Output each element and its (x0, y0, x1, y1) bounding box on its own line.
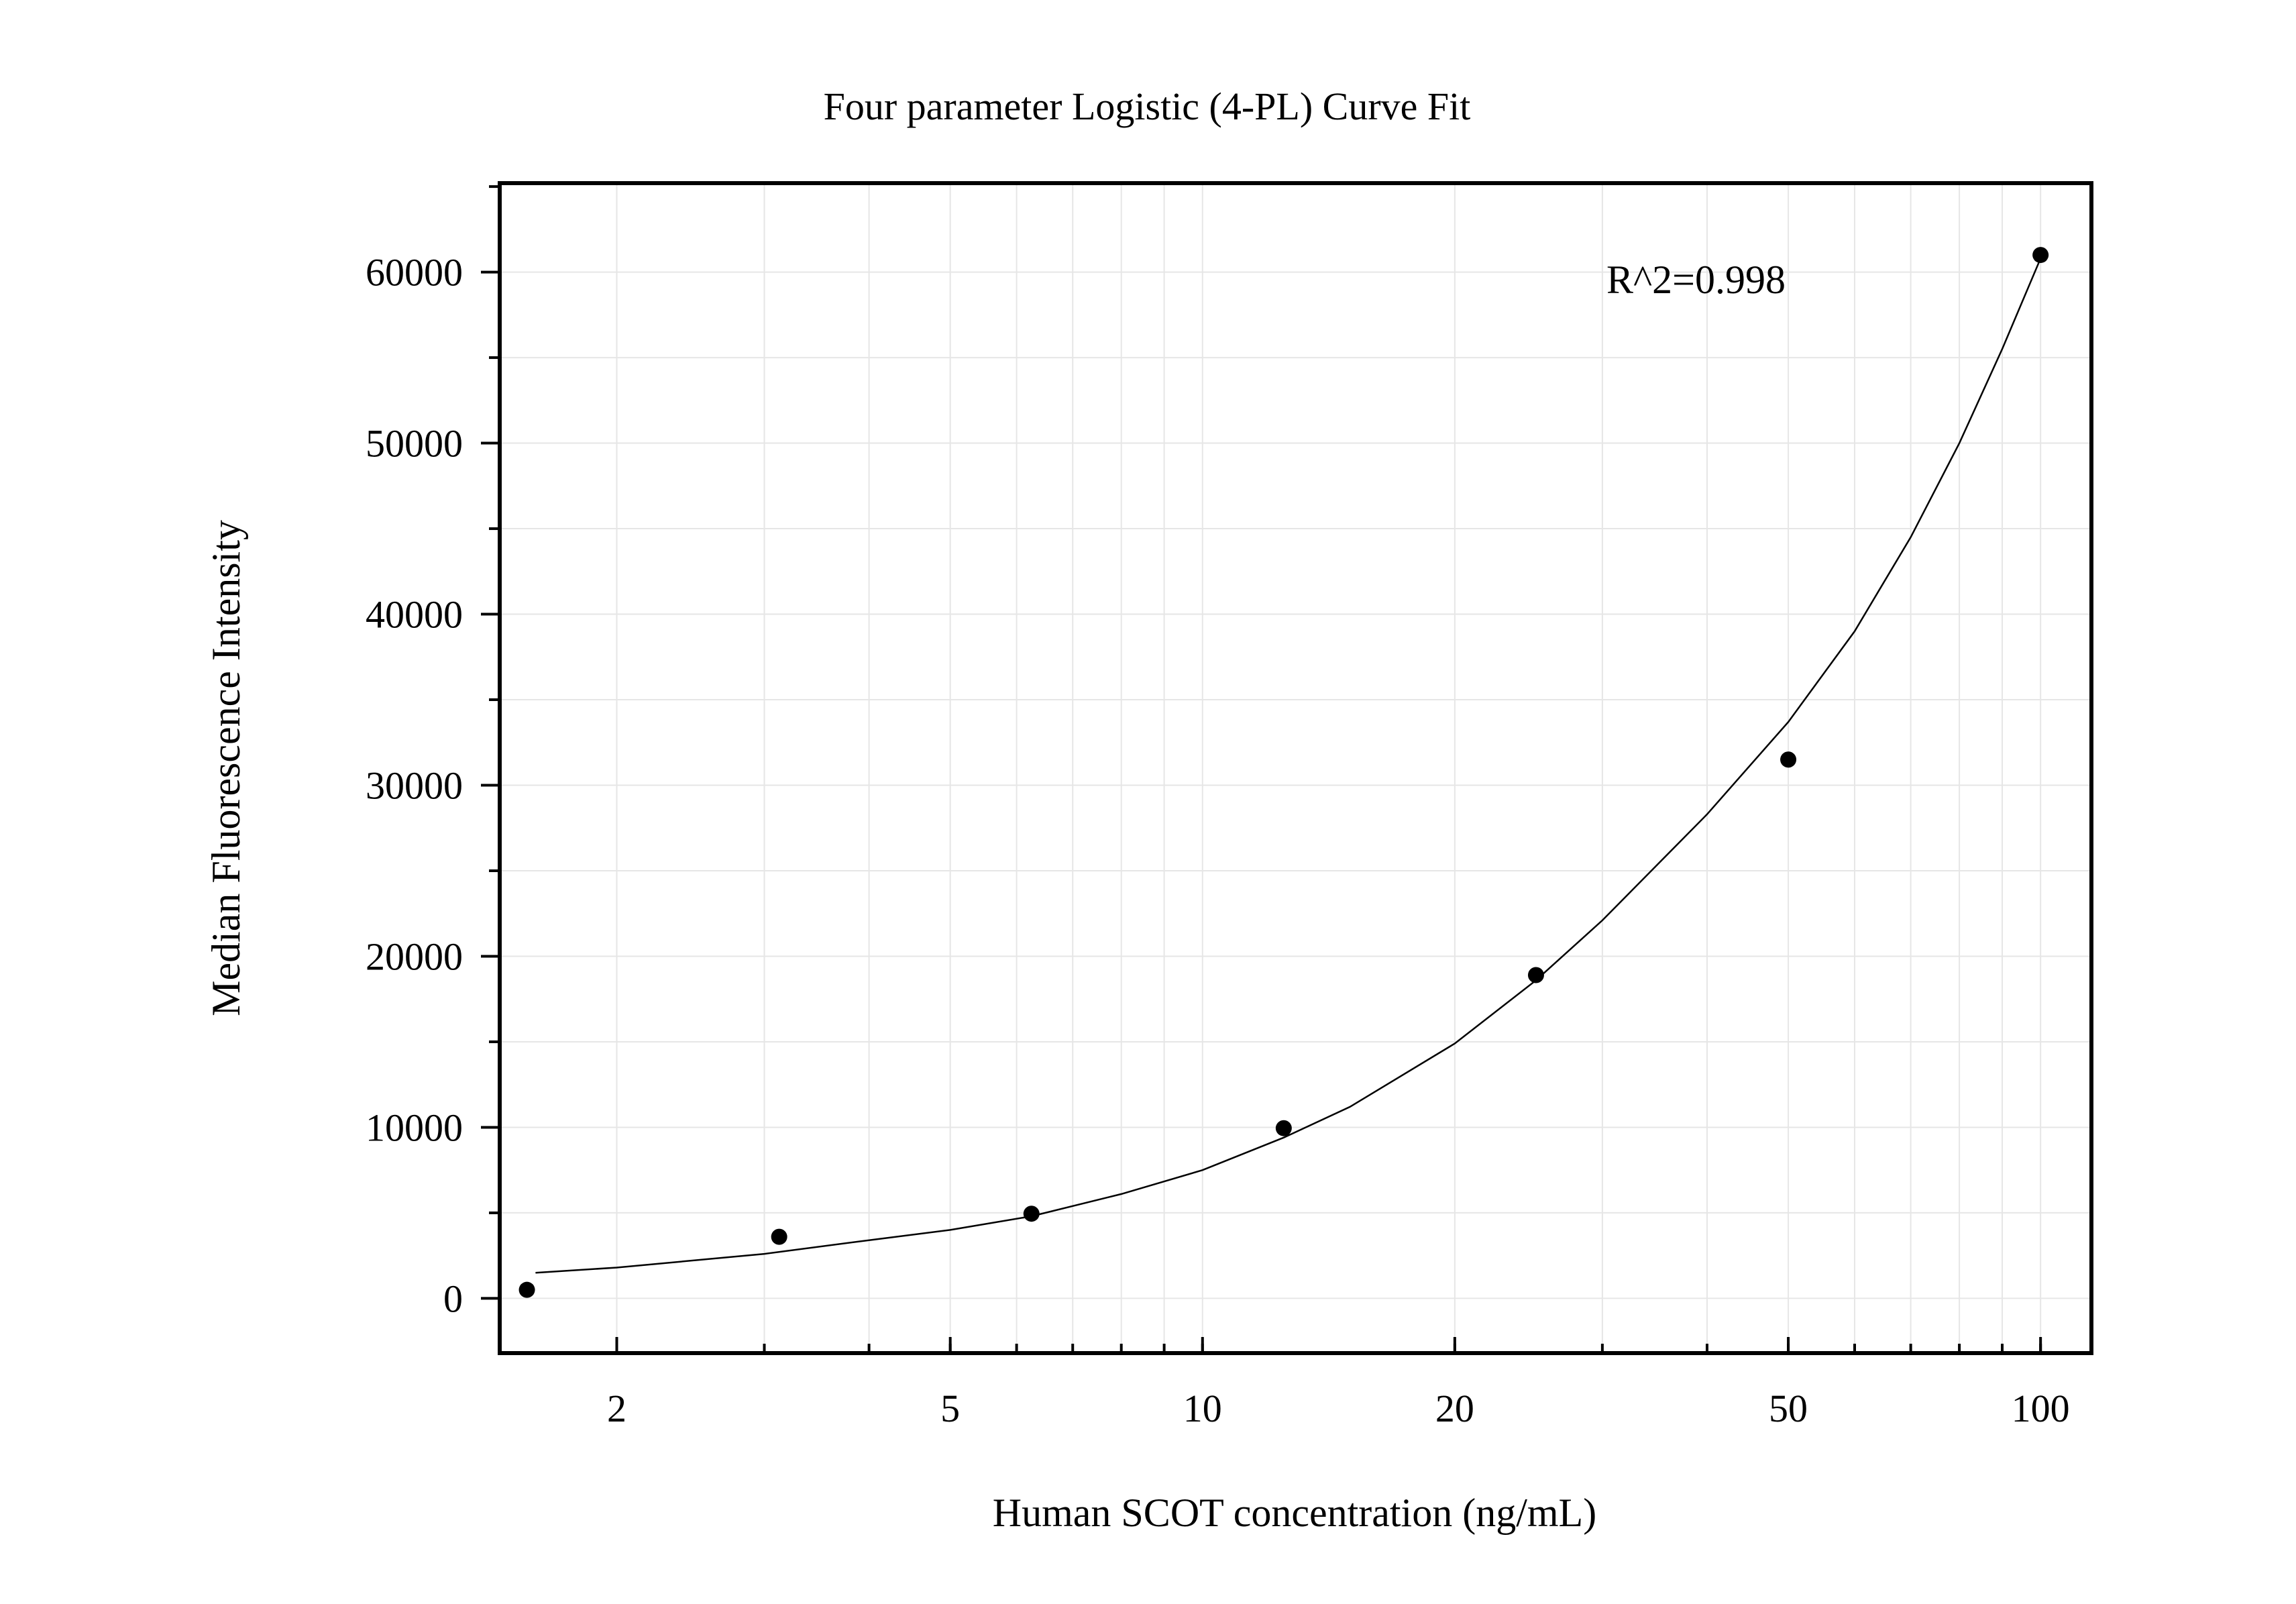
r-squared-annotation: R^2=0.998 (1606, 258, 1786, 302)
data-point (771, 1228, 787, 1245)
data-point (1023, 1206, 1040, 1222)
data-point (1527, 967, 1544, 983)
x-tick-label: 5 (940, 1387, 960, 1430)
grid (500, 183, 2091, 1353)
data-point (2032, 247, 2049, 264)
data-points (518, 247, 2049, 1298)
y-tick-label: 30000 (366, 763, 463, 807)
x-axis: 2 5 10 20 50 100 (607, 1337, 2070, 1430)
x-tick-label: 20 (1435, 1387, 1474, 1430)
y-axis: 0 10000 20000 30000 40000 50000 60000 (366, 185, 500, 1320)
data-point (1275, 1120, 1292, 1136)
y-tick-label: 10000 (366, 1106, 463, 1149)
chart-title: Four parameter Logistic (4-PL) Curve Fit (824, 85, 1471, 128)
y-tick-label: 60000 (366, 251, 463, 295)
y-tick-label: 0 (443, 1277, 463, 1320)
y-tick-label: 20000 (366, 934, 463, 978)
y-tick-label: 40000 (366, 593, 463, 637)
plot-frame (498, 181, 2093, 1355)
y-axis-label: Median Fluorescence Intensity (204, 520, 248, 1016)
x-axis-label: Human SCOT concentration (ng/mL) (993, 1491, 1596, 1535)
x-tick-label: 50 (1769, 1387, 1808, 1430)
x-tick-label: 100 (2012, 1387, 2070, 1430)
x-tick-label: 2 (607, 1387, 626, 1430)
data-point (1780, 751, 1797, 768)
x-tick-label: 10 (1183, 1387, 1222, 1430)
fit-curve (535, 258, 2042, 1274)
data-point (518, 1281, 535, 1298)
y-tick-label: 50000 (366, 422, 463, 466)
